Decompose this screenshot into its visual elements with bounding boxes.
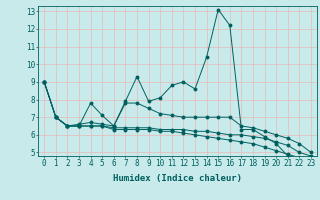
X-axis label: Humidex (Indice chaleur): Humidex (Indice chaleur) bbox=[113, 174, 242, 183]
